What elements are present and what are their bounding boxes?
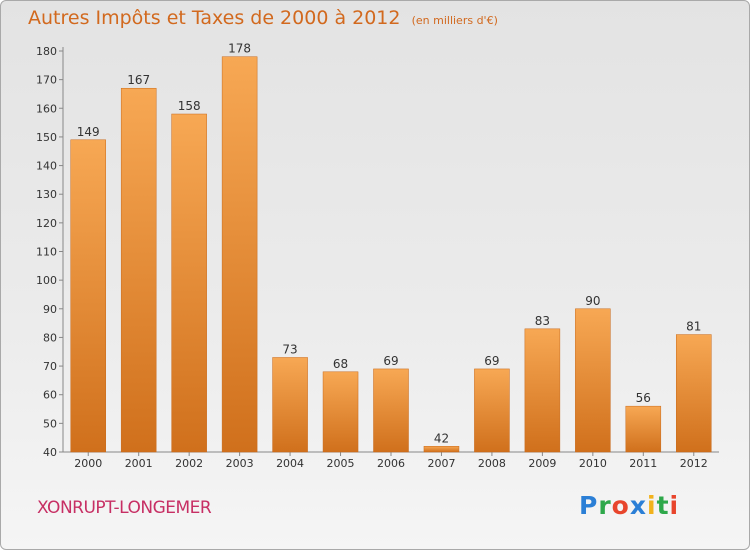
x-tick-label: 2007 (427, 457, 455, 470)
y-tick-label: 80 (43, 331, 57, 344)
y-tick-label: 160 (36, 102, 57, 115)
data-labels-group: 149 167 158 178 73 68 69 42 69 83 90 56 81 (77, 42, 702, 446)
chart-title: Autres Impôts et Taxes de 2000 à 2012 (28, 7, 401, 29)
chart-subtitle: (en milliers d'€) (411, 14, 498, 27)
bar-2004 (272, 357, 308, 453)
y-tick-label: 180 (36, 45, 57, 58)
x-tick-label: 2009 (528, 457, 556, 470)
data-label-2001: 167 (127, 73, 150, 87)
y-tick-label: 130 (36, 188, 57, 201)
data-label-2012: 81 (686, 320, 701, 334)
x-tick-label: 2000 (74, 457, 102, 470)
bar-2000 (70, 139, 106, 453)
bar-2003 (221, 56, 258, 453)
bar-2011 (625, 405, 662, 453)
data-label-2010: 90 (585, 294, 600, 308)
y-tick-label: 70 (43, 360, 57, 373)
y-tick-label: 110 (36, 246, 57, 259)
bars-group (70, 56, 712, 453)
x-tick-label: 2003 (226, 457, 254, 470)
data-label-2009: 83 (535, 314, 550, 328)
bar-2010 (575, 308, 611, 453)
bar-2012 (676, 334, 712, 453)
bar-2008 (474, 368, 510, 453)
brand-letter: i (669, 491, 680, 520)
bar-2005 (322, 371, 359, 453)
y-tick-label: 120 (36, 217, 57, 230)
y-tick-label: 140 (36, 160, 57, 173)
x-axis: 2000 2001 2002 2003 2004 2005 2006 2007 2008 2009… (63, 451, 719, 470)
y-tick-label: 40 (43, 446, 57, 459)
data-label-2005: 68 (333, 357, 348, 371)
x-tick-label: 2006 (377, 457, 405, 470)
bar-2001 (120, 87, 157, 453)
data-label-2003: 178 (228, 42, 251, 56)
bar-2006 (373, 368, 409, 453)
brand-letter: x (629, 491, 647, 520)
x-tick-label: 2010 (579, 457, 607, 470)
y-tick-label: 50 (43, 417, 57, 430)
bar-2007 (423, 446, 460, 453)
chart-title-row: Autres Impôts et Taxes de 2000 à 2012 (e… (28, 7, 498, 29)
x-tick-label: 2001 (125, 457, 153, 470)
data-label-2006: 69 (383, 354, 398, 368)
x-tick-label: 2005 (327, 457, 355, 470)
brand-letter: i (647, 491, 657, 520)
y-tick-label: 100 (36, 274, 57, 287)
x-tick-label: 2004 (276, 457, 304, 470)
proxiti-logo: Proxiti (579, 491, 679, 520)
brand-letter: t (656, 491, 670, 520)
brand-letter: o (611, 491, 630, 520)
brand-letter: r (598, 491, 612, 520)
data-label-2007: 42 (434, 431, 449, 445)
y-tick-label: 90 (43, 303, 57, 316)
x-tick-label: 2011 (629, 457, 657, 470)
y-tick-label: 170 (36, 74, 57, 87)
y-axis: 40 50 60 70 80 90 100 110 120 130 140 150 160 170 180 (36, 45, 64, 459)
x-tick-label: 2002 (175, 457, 203, 470)
city-name: XONRUPT-LONGEMER (37, 498, 212, 518)
data-label-2002: 158 (178, 99, 201, 113)
data-label-2008: 69 (484, 354, 499, 368)
x-tick-label: 2008 (478, 457, 506, 470)
data-label-2000: 149 (77, 125, 100, 139)
y-tick-label: 60 (43, 389, 57, 402)
data-label-2011: 56 (636, 391, 651, 405)
brand-letter: P (579, 491, 599, 520)
bar-2009 (524, 328, 561, 453)
x-tick-label: 2012 (680, 457, 708, 470)
y-tick-label: 150 (36, 131, 57, 144)
data-label-2004: 73 (282, 342, 297, 356)
bar-2002 (171, 113, 207, 453)
